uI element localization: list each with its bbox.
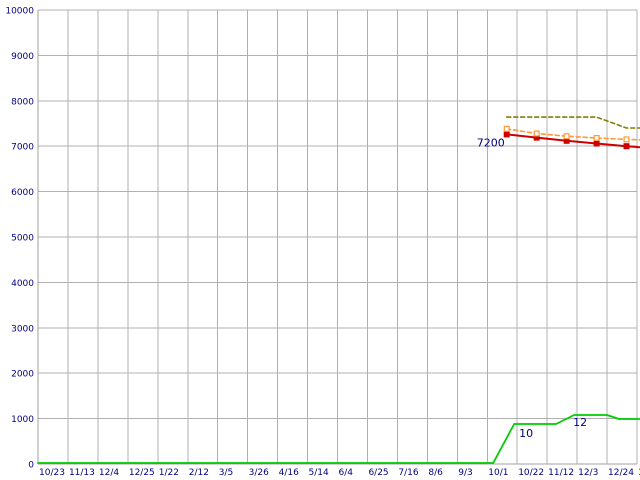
x-axis-tick-label: 1/7 <box>638 468 640 478</box>
series-marker-price-primary <box>623 143 630 150</box>
data-point-label: 12 <box>573 416 587 429</box>
x-axis-tick-label: 10/1 <box>488 468 508 478</box>
series-marker-price-primary <box>503 131 510 138</box>
series-marker-price-primary <box>593 140 600 147</box>
x-axis-tick-label: 6/25 <box>368 468 388 478</box>
y-axis-tick-label: 9000 <box>11 52 34 62</box>
x-axis-tick-label: 4/16 <box>279 468 299 478</box>
x-axis-tick-label: 7/16 <box>398 468 418 478</box>
x-axis-tick-label: 3/26 <box>249 468 269 478</box>
y-axis-tick-label: 0 <box>28 461 34 471</box>
y-axis-tick-label: 7000 <box>11 143 34 153</box>
series-line-price-upper-mid <box>505 128 640 141</box>
y-axis-tick-label: 5000 <box>11 234 34 244</box>
x-axis-tick-labels: 10/23 11/13 12/4 12/25 1/22 2/12 3/5 3/26 4/16 5/… <box>39 468 640 478</box>
series-marker-price-upper-mid <box>593 135 600 142</box>
series-marker-price-upper-mid <box>533 130 540 137</box>
series-volume-count: 10127 <box>37 414 640 464</box>
y-axis-tick-label: 4000 <box>11 279 34 289</box>
x-axis-tick-label: 8/6 <box>428 468 443 478</box>
y-axis-tick-labels: 0 1000 2000 3000 4000 5000 6000 7000 8000 9000 100… <box>5 7 34 471</box>
data-point-label: 10 <box>519 427 533 440</box>
y-axis-tick-label: 1000 <box>11 415 34 425</box>
series-marker-price-upper-mid <box>623 136 630 143</box>
series-marker-price-upper-mid <box>563 133 570 140</box>
x-axis-tick-label: 12/24 <box>608 468 634 478</box>
x-axis-tick-label: 6/4 <box>339 468 354 478</box>
x-axis-tick-label: 5/14 <box>309 468 329 478</box>
series-marker-price-upper-mid <box>503 125 510 132</box>
y-axis-tick-label: 10000 <box>5 7 34 17</box>
y-axis-tick-label: 3000 <box>11 324 34 334</box>
x-axis-tick-label: 9/3 <box>458 468 472 478</box>
x-axis-tick-label: 10/23 <box>39 468 65 478</box>
x-axis-tick-label: 1/22 <box>159 468 179 478</box>
x-axis-tick-label: 2/12 <box>189 468 209 478</box>
series-line-volume-count <box>37 414 640 464</box>
series-line-price-primary <box>505 133 640 149</box>
series-price-primary: 720068706200 <box>477 131 640 150</box>
y-axis-tick-label: 8000 <box>11 97 34 107</box>
series-price-upper-mid <box>503 125 640 143</box>
gridlines <box>37 9 638 465</box>
x-axis-tick-label: 3/5 <box>219 468 233 478</box>
x-axis-tick-label: 12/3 <box>578 468 598 478</box>
y-axis-tick-label: 2000 <box>11 370 34 380</box>
series-price-upper <box>505 116 640 129</box>
series-line-price-upper <box>505 116 640 129</box>
x-axis-tick-label: 11/13 <box>69 468 95 478</box>
data-point-label: 7200 <box>477 136 505 149</box>
y-axis-tick-label: 6000 <box>11 188 34 198</box>
x-axis-tick-label: 10/22 <box>518 468 544 478</box>
x-axis-tick-label: 11/12 <box>548 468 574 478</box>
x-axis-tick-label: 12/25 <box>129 468 155 478</box>
x-axis-tick-label: 12/4 <box>99 468 119 478</box>
